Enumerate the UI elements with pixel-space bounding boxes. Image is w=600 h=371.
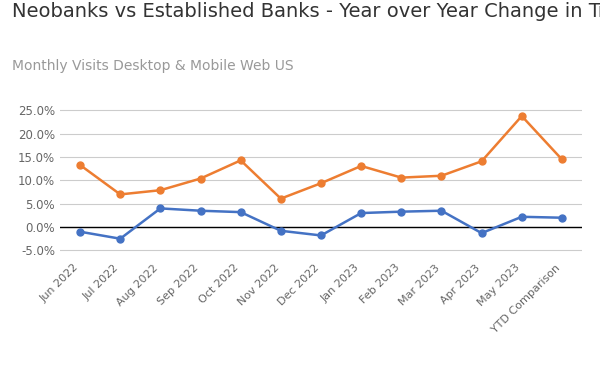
Established Banks bbox=[518, 214, 526, 219]
Established Banks bbox=[398, 210, 405, 214]
Neobanks bbox=[317, 181, 325, 186]
Neobanks bbox=[559, 157, 566, 162]
Established Banks bbox=[76, 230, 83, 234]
Established Banks bbox=[358, 211, 365, 215]
Neobanks bbox=[277, 196, 284, 201]
Established Banks bbox=[317, 233, 325, 238]
Neobanks bbox=[76, 163, 83, 167]
Established Banks bbox=[197, 209, 204, 213]
Neobanks bbox=[478, 159, 485, 164]
Neobanks bbox=[116, 192, 124, 197]
Established Banks bbox=[478, 231, 485, 235]
Established Banks bbox=[277, 229, 284, 233]
Neobanks bbox=[157, 188, 164, 193]
Line: Established Banks: Established Banks bbox=[77, 205, 565, 242]
Neobanks bbox=[197, 176, 204, 181]
Text: Neobanks vs Established Banks - Year over Year Change in Traffic: Neobanks vs Established Banks - Year ove… bbox=[12, 2, 600, 21]
Text: Monthly Visits Desktop & Mobile Web US: Monthly Visits Desktop & Mobile Web US bbox=[12, 59, 293, 73]
Line: Neobanks: Neobanks bbox=[77, 112, 565, 202]
Established Banks bbox=[438, 209, 445, 213]
Neobanks bbox=[518, 114, 526, 118]
Established Banks bbox=[116, 236, 124, 241]
Established Banks bbox=[237, 210, 244, 214]
Established Banks bbox=[157, 206, 164, 211]
Neobanks bbox=[438, 174, 445, 178]
Neobanks bbox=[398, 175, 405, 180]
Neobanks bbox=[358, 164, 365, 168]
Neobanks bbox=[237, 158, 244, 162]
Established Banks bbox=[559, 216, 566, 220]
